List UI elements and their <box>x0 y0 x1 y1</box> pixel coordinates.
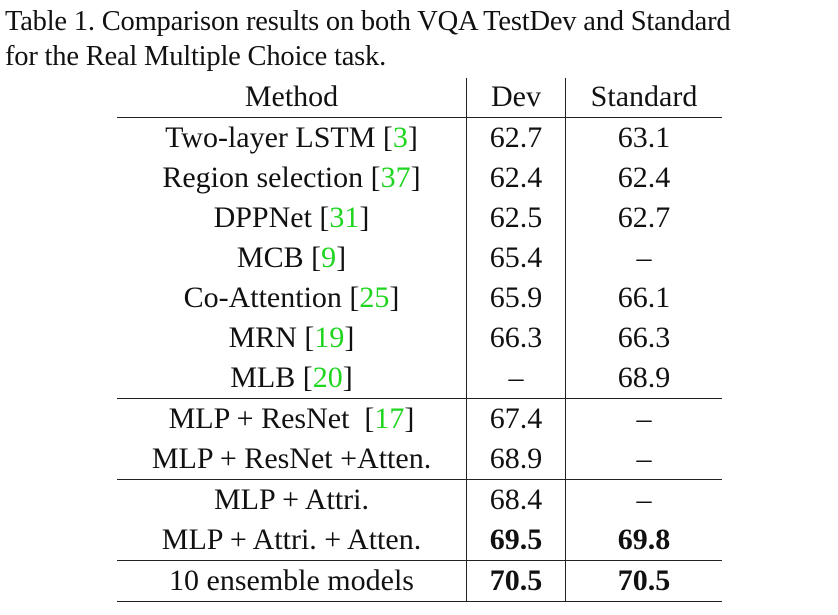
method-cell: MLB [20] <box>117 358 466 398</box>
header-standard: Standard <box>565 78 722 117</box>
method-name: MRN <box>228 321 305 354</box>
citation-link[interactable]: 20 <box>312 361 343 394</box>
standard-value: 68.9 <box>565 358 722 398</box>
group-separator-rule <box>117 560 722 561</box>
dev-value: 69.5 <box>466 520 565 560</box>
citation-bracket-open: [ <box>349 281 360 314</box>
dev-value: 70.5 <box>466 561 565 601</box>
citation-bracket-close: ] <box>404 402 415 435</box>
standard-value: 69.8 <box>565 520 722 560</box>
dev-value: 67.4 <box>466 399 565 439</box>
citation-bracket-close: ] <box>344 321 355 354</box>
citation-bracket-open: [ <box>302 361 313 394</box>
dev-value: 65.4 <box>466 238 565 278</box>
citation-bracket-close: ] <box>389 281 400 314</box>
table-row: MCB [9] 65.4– <box>117 238 722 278</box>
caption-line-1: Table 1. Comparison results on both VQA … <box>5 6 731 37</box>
method-name: MLB <box>230 361 303 394</box>
standard-value: 62.4 <box>565 158 722 198</box>
citation-bracket-open: [ <box>370 161 381 194</box>
standard-value: – <box>565 238 722 278</box>
method-name: MCB <box>236 241 312 274</box>
caption-line-2: for the Real Multiple Choice task. <box>5 41 387 72</box>
standard-value: 70.5 <box>565 561 722 601</box>
table-row: Two-layer LSTM [3] 62.7 63.1 <box>117 118 722 158</box>
header-dev: Dev <box>466 78 565 117</box>
results-table: Method Dev Standard Two-layer LSTM [3] 62… <box>117 78 722 602</box>
method-cell: DPPNet [31] <box>117 198 466 238</box>
dev-value: 66.3 <box>466 318 565 358</box>
table-row: MLP + Attri. + Atten. 69.5 69.8 <box>117 520 722 560</box>
table-row: MLP + Attri. 68.4– <box>117 480 722 520</box>
method-name: DPPNet <box>213 201 320 234</box>
citation-link[interactable]: 9 <box>321 241 337 274</box>
citation-bracket-close: ] <box>342 361 353 394</box>
table-row: MLP + ResNet +Atten. 68.9– <box>117 439 722 479</box>
table-caption: Table 1. Comparison results on both VQA … <box>5 4 835 74</box>
method-cell: Region selection [37] <box>117 158 466 198</box>
citation-bracket-open: [ <box>382 121 393 154</box>
citation-link[interactable]: 3 <box>392 121 408 154</box>
dev-value: – <box>466 358 565 398</box>
citation-bracket-close: ] <box>336 241 347 274</box>
table-row: MLP + ResNet [17] 67.4– <box>117 399 722 439</box>
dev-value: 62.4 <box>466 158 565 198</box>
table-row: DPPNet [31] 62.5 62.7 <box>117 198 722 238</box>
method-cell: Two-layer LSTM [3] <box>117 118 466 158</box>
table-row: MLB [20] –68.9 <box>117 358 722 398</box>
method-name: MLP + ResNet <box>168 402 365 435</box>
header-method: Method <box>244 80 339 113</box>
method-name: 10 ensemble models <box>169 564 414 597</box>
method-name: MLP + Attri. <box>214 483 369 516</box>
table-row: 10 ensemble models 70.5 70.5 <box>117 561 722 601</box>
citation-bracket-open: [ <box>304 321 315 354</box>
standard-value: 66.3 <box>565 318 722 358</box>
standard-value: 66.1 <box>565 278 722 318</box>
method-cell: MCB [9] <box>117 238 466 278</box>
method-cell: MRN [19] <box>117 318 466 358</box>
header-rule <box>117 117 722 118</box>
dev-value: 68.9 <box>466 439 565 479</box>
standard-value: – <box>565 399 722 439</box>
method-cell: MLP + ResNet [17] <box>117 399 466 439</box>
method-cell: MLP + Attri. <box>117 480 466 520</box>
standard-value: – <box>565 439 722 479</box>
method-name: Two-layer LSTM <box>165 121 383 154</box>
citation-link[interactable]: 31 <box>329 201 360 234</box>
citation-bracket-open: [ <box>311 241 322 274</box>
citation-link[interactable]: 25 <box>359 281 390 314</box>
standard-value: – <box>565 480 722 520</box>
table-row: MRN [19] 66.3 66.3 <box>117 318 722 358</box>
standard-value: 62.7 <box>565 198 722 238</box>
table-row: Region selection [37] 62.4 62.4 <box>117 158 722 198</box>
citation-link[interactable]: 17 <box>374 402 405 435</box>
citation-bracket-open: [ <box>319 201 330 234</box>
method-cell: 10 ensemble models <box>117 561 466 601</box>
citation-bracket-close: ] <box>410 161 421 194</box>
group-separator-rule <box>117 398 722 399</box>
method-cell: Co-Attention [25] <box>117 278 466 318</box>
dev-value: 65.9 <box>466 278 565 318</box>
citation-bracket-close: ] <box>359 201 370 234</box>
citation-link[interactable]: 37 <box>380 161 411 194</box>
bottom-rule <box>117 601 722 602</box>
citation-bracket-open: [ <box>364 402 375 435</box>
group-separator-rule <box>117 479 722 480</box>
dev-value: 62.7 <box>466 118 565 158</box>
method-name: MLP + Attri. + Atten. <box>161 523 422 556</box>
table-body: Two-layer LSTM [3] 62.7 63.1 Region selecti… <box>117 118 722 602</box>
method-cell: MLP + Attri. + Atten. <box>117 520 466 560</box>
dev-value: 62.5 <box>466 198 565 238</box>
method-name: MLP + ResNet +Atten. <box>151 442 432 475</box>
citation-link[interactable]: 19 <box>314 321 345 354</box>
method-name: Region selection <box>162 161 371 194</box>
standard-value: 63.1 <box>565 118 722 158</box>
table-header-row: Method Dev Standard <box>117 78 722 117</box>
table-row: Co-Attention [25] 65.9 66.1 <box>117 278 722 318</box>
citation-bracket-close: ] <box>407 121 418 154</box>
method-name: Co-Attention <box>183 281 350 314</box>
method-cell: MLP + ResNet +Atten. <box>117 439 466 479</box>
dev-value: 68.4 <box>466 480 565 520</box>
